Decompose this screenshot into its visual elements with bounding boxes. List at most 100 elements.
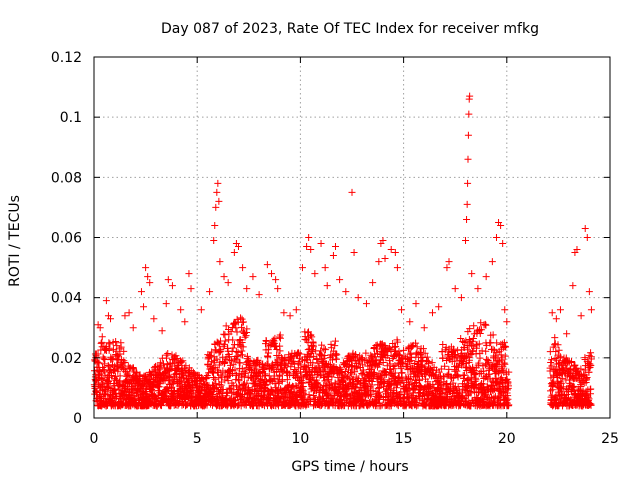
cloud-point: [182, 362, 190, 370]
cloud-point: [211, 375, 219, 383]
cloud-point: [110, 366, 118, 374]
cloud-point: [179, 357, 187, 365]
cloud-point: [109, 355, 117, 363]
cloud-point: [116, 350, 124, 358]
cloud-point: [219, 386, 227, 394]
cloud-point: [309, 343, 317, 351]
cloud-point: [242, 332, 250, 340]
cloud-point: [226, 356, 234, 364]
cloud-point: [224, 377, 232, 385]
cloud-point: [315, 363, 323, 371]
cloud-point: [362, 381, 370, 389]
cloud-point: [269, 364, 277, 372]
cloud-point: [359, 361, 367, 369]
data-points: [90, 92, 595, 410]
cloud-point: [295, 349, 303, 357]
cloud-point: [111, 385, 119, 393]
cloud-point: [358, 354, 366, 362]
cloud-point: [369, 387, 377, 395]
cloud-point: [308, 333, 316, 341]
cloud-point: [229, 369, 237, 377]
cloud-point: [231, 357, 239, 365]
cloud-point: [229, 336, 237, 344]
cloud-point: [229, 381, 237, 389]
cloud-point: [138, 384, 146, 392]
cloud-point: [321, 346, 329, 354]
cloud-point: [227, 328, 235, 336]
cloud-point: [129, 365, 137, 373]
cloud-point: [267, 376, 275, 384]
cloud-point: [221, 331, 229, 339]
cloud-point: [308, 373, 316, 381]
y-tick-label: 0.04: [51, 291, 82, 307]
cloud-point: [232, 324, 240, 332]
cloud-point: [237, 323, 245, 331]
cloud-point: [367, 390, 375, 398]
cloud-point: [364, 362, 372, 370]
cloud-point: [320, 364, 328, 372]
cloud-point: [93, 358, 101, 366]
cloud-point: [281, 361, 289, 369]
cloud-point: [276, 347, 284, 355]
cloud-point: [262, 337, 270, 345]
cloud-point: [297, 361, 305, 369]
y-tick-label: 0.06: [51, 231, 82, 247]
x-tick-label: 25: [601, 431, 619, 447]
cloud-point: [116, 372, 124, 380]
cloud-point: [112, 338, 120, 346]
cloud-point: [239, 318, 247, 326]
x-tick-label: 20: [498, 431, 516, 447]
cloud-point: [229, 361, 237, 369]
cloud-point: [253, 365, 261, 373]
x-tick-label: 5: [193, 431, 202, 447]
cloud-point: [349, 376, 357, 384]
cloud-point: [264, 353, 272, 361]
y-tick-label: 0: [73, 411, 82, 427]
cloud-point: [236, 359, 244, 367]
cloud-point: [131, 395, 139, 403]
cloud-point: [300, 389, 308, 397]
cloud-point: [298, 386, 306, 394]
cloud-point: [301, 333, 309, 341]
cloud-point: [306, 353, 314, 361]
cloud-point: [296, 350, 304, 358]
cloud-point: [164, 350, 172, 358]
cloud-point: [170, 388, 178, 396]
x-tick-label: 0: [90, 431, 99, 447]
cloud-point: [215, 361, 223, 369]
cloud-point: [236, 381, 244, 389]
cloud-point: [268, 401, 276, 409]
cloud-point: [134, 386, 142, 394]
cloud-point: [362, 349, 370, 357]
cloud-point: [370, 369, 378, 377]
cloud-point: [221, 337, 229, 345]
y-tick-label: 0.12: [51, 50, 82, 66]
cloud-point: [235, 385, 243, 393]
cloud-point: [368, 381, 376, 389]
cloud-point: [221, 359, 229, 367]
cloud-point: [320, 354, 328, 362]
cloud-point: [221, 340, 229, 348]
cloud-point: [235, 377, 243, 385]
cloud-point: [261, 370, 269, 378]
cloud-point: [104, 361, 112, 369]
y-tick-label: 0.08: [51, 170, 82, 186]
cloud-point: [107, 371, 115, 379]
cloud-point: [100, 360, 108, 368]
cloud-point: [276, 334, 284, 342]
cloud-point: [106, 340, 114, 348]
y-tick-label: 0.02: [51, 351, 82, 367]
cloud-point: [238, 338, 246, 346]
cloud-point: [113, 342, 121, 350]
cloud-point: [238, 351, 246, 359]
cloud-point: [287, 363, 295, 371]
cloud-point: [368, 377, 376, 385]
cloud-point: [114, 365, 122, 373]
cloud-point: [222, 322, 230, 330]
y-axis-label: ROTI / TECUs: [7, 195, 23, 287]
cloud-point: [345, 375, 353, 383]
cloud-point: [177, 358, 185, 366]
cloud-point: [100, 367, 108, 375]
cloud-point: [276, 371, 284, 379]
